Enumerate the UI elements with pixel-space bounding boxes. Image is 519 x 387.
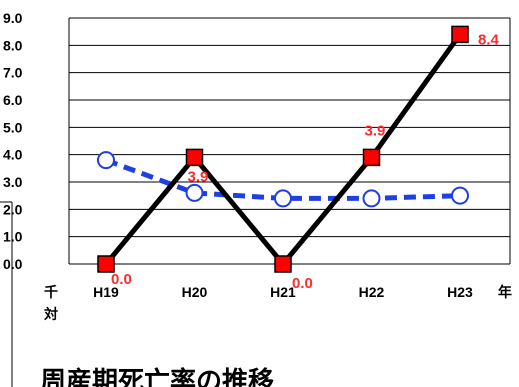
series-lines xyxy=(104,32,463,268)
y-tick-label-1: 1.0 xyxy=(3,229,23,245)
y-tick-label-5: 5.0 xyxy=(3,119,23,135)
x-tick-label-1: H20 xyxy=(182,284,208,300)
y-tick-label-0: 0.0 xyxy=(3,256,23,272)
grid xyxy=(68,17,511,265)
x-tick-label-3: H22 xyxy=(359,284,385,300)
series-1-point-4 xyxy=(451,186,469,205)
y-tick-label-6: 6.0 xyxy=(3,92,23,108)
x-tick-label-4: H23 xyxy=(447,284,473,300)
data-labels: 0.0 3.9 0.0 3.9 8.4 xyxy=(111,31,500,292)
series-0-line xyxy=(104,32,463,268)
series-0-point-4 xyxy=(451,25,469,44)
x-axis-ticks: H19 H20 H21 H22 H23 xyxy=(93,284,473,300)
series-1-point-3 xyxy=(362,189,381,208)
series-1-point-2 xyxy=(274,189,292,208)
series-1-line xyxy=(105,157,461,201)
series-1-point-1 xyxy=(185,183,204,202)
y-tick-label-8: 8.0 xyxy=(3,37,23,53)
series-0-point-0 xyxy=(97,255,115,273)
y-axis-unit-top: 千 xyxy=(44,284,58,301)
data-label-3: 3.9 xyxy=(365,122,386,139)
data-label-1: 3.9 xyxy=(188,168,209,185)
x-tick-label-0: H19 xyxy=(93,284,119,300)
x-tick-label-2: H21 xyxy=(270,284,296,300)
y-tick-label-2: 2.0 xyxy=(3,201,23,217)
data-label-0: 0.0 xyxy=(111,271,132,288)
series-1-point-0 xyxy=(97,151,115,170)
y-tick-label-3: 3.0 xyxy=(3,174,23,190)
series-0-point-2 xyxy=(274,255,292,273)
series-0-point-3 xyxy=(362,148,381,167)
chart-caption: 周産期死亡率の推移 xyxy=(40,366,274,387)
y-tick-label-7: 7.0 xyxy=(3,65,23,81)
series-0-point-1 xyxy=(185,148,204,167)
data-label-2: 0.0 xyxy=(292,275,313,292)
y-tick-label-9: 9.0 xyxy=(3,10,23,26)
x-axis-unit: 年 xyxy=(498,284,512,301)
series-markers xyxy=(97,25,469,273)
y-tick-label-4: 4.0 xyxy=(3,147,23,163)
data-label-4: 8.4 xyxy=(478,31,500,48)
y-axis-unit-bottom: 対 xyxy=(43,306,58,323)
side-box xyxy=(0,201,13,387)
y-axis-ticks: 0.0 1.0 2.0 3.0 4.0 5.0 6.0 7.0 8.0 9.0 xyxy=(3,10,23,272)
